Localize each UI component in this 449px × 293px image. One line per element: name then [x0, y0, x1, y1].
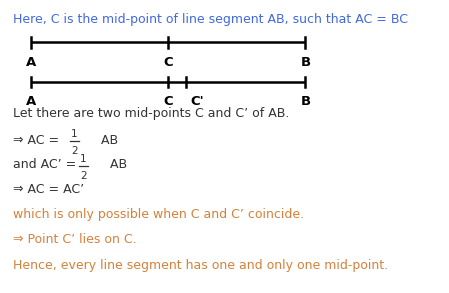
- Text: 2: 2: [71, 146, 78, 156]
- Text: Hence, every line segment has one and only one mid-point.: Hence, every line segment has one and on…: [13, 259, 388, 272]
- Text: A: A: [26, 95, 36, 108]
- Text: A: A: [26, 56, 36, 69]
- Text: 2: 2: [80, 171, 87, 181]
- Text: C': C': [191, 95, 204, 108]
- Text: Here, C is the mid-point of line segment AB, such that AC = BC: Here, C is the mid-point of line segment…: [13, 13, 409, 26]
- Text: 1: 1: [71, 129, 78, 139]
- Text: 1: 1: [80, 154, 87, 164]
- Text: B: B: [300, 56, 310, 69]
- Text: and AC’ =: and AC’ =: [13, 159, 81, 171]
- Text: ⇒ Point C’ lies on C.: ⇒ Point C’ lies on C.: [13, 233, 137, 246]
- Text: which is only possible when C and C’ coincide.: which is only possible when C and C’ coi…: [13, 208, 304, 221]
- Text: ⇒ AC = AC’: ⇒ AC = AC’: [13, 183, 84, 196]
- Text: Let there are two mid-points C and C’ of AB.: Let there are two mid-points C and C’ of…: [13, 107, 290, 120]
- Text: C: C: [163, 56, 173, 69]
- Text: AB: AB: [106, 159, 127, 171]
- Text: B: B: [300, 95, 310, 108]
- Text: ⇒ AC =: ⇒ AC =: [13, 134, 64, 146]
- Text: C: C: [163, 95, 173, 108]
- Text: AB: AB: [97, 134, 118, 146]
